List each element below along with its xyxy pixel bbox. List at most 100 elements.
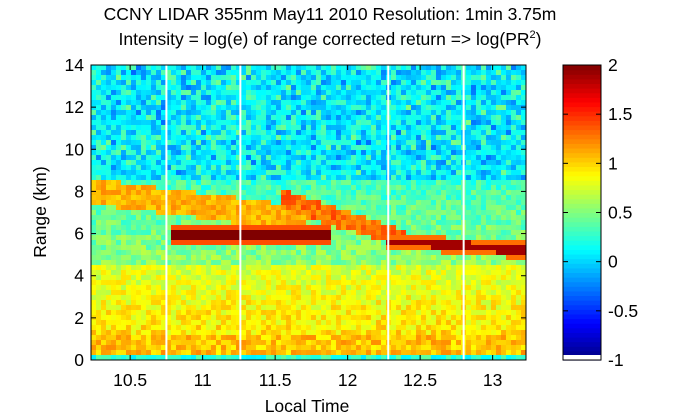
heatmap-cell xyxy=(221,100,227,106)
heatmap-cell xyxy=(476,65,482,71)
heatmap-cell xyxy=(356,95,362,101)
heatmap-cell xyxy=(256,115,262,121)
heatmap-cell xyxy=(331,260,337,266)
heatmap-cell xyxy=(441,80,447,86)
heatmap-cell xyxy=(201,180,207,186)
heatmap-cell xyxy=(486,170,492,176)
heatmap-cell xyxy=(176,105,182,111)
heatmap-cell xyxy=(381,235,387,241)
heatmap-cell xyxy=(146,70,152,76)
heatmap-cell xyxy=(416,245,422,251)
heatmap-cell xyxy=(211,330,217,336)
heatmap-cell xyxy=(321,90,327,96)
heatmap-cell xyxy=(261,115,267,121)
heatmap-cell xyxy=(116,105,122,111)
heatmap-cell xyxy=(96,285,102,291)
heatmap-cell xyxy=(371,290,377,296)
heatmap-cell xyxy=(111,335,117,341)
heatmap-cell xyxy=(276,135,282,141)
heatmap-cell xyxy=(451,80,457,86)
heatmap-cell xyxy=(501,115,507,121)
heatmap-cell xyxy=(191,135,197,141)
heatmap-cell xyxy=(346,350,352,356)
heatmap-cell xyxy=(341,255,347,261)
heatmap-cell xyxy=(476,340,482,346)
heatmap-cell xyxy=(251,300,257,306)
heatmap-cell xyxy=(161,85,167,91)
heatmap-cell xyxy=(331,280,337,286)
heatmap-cell xyxy=(316,125,322,131)
heatmap-cell xyxy=(96,220,102,226)
heatmap-cell xyxy=(411,90,417,96)
heatmap-cell xyxy=(326,355,332,361)
heatmap-cell xyxy=(336,85,342,91)
heatmap-cell xyxy=(311,310,317,316)
heatmap-cell xyxy=(131,330,137,336)
heatmap-cell xyxy=(456,95,462,101)
heatmap-cell xyxy=(191,290,197,296)
heatmap-cell xyxy=(401,210,407,216)
heatmap-cell xyxy=(321,260,327,266)
heatmap-cell xyxy=(301,240,307,246)
heatmap-cell xyxy=(491,160,497,166)
heatmap-cell xyxy=(231,345,237,351)
heatmap-cell xyxy=(231,195,237,201)
heatmap-cell xyxy=(411,255,417,261)
heatmap-cell xyxy=(476,195,482,201)
heatmap-cell xyxy=(96,255,102,261)
heatmap-cell xyxy=(401,70,407,76)
heatmap-cell xyxy=(391,260,397,266)
heatmap-cell xyxy=(261,240,267,246)
heatmap-cell xyxy=(106,85,112,91)
heatmap-cell xyxy=(346,130,352,136)
heatmap-cell xyxy=(421,105,427,111)
heatmap-cell xyxy=(176,345,182,351)
heatmap-cell xyxy=(211,120,217,126)
heatmap-cell xyxy=(121,175,127,181)
heatmap-cell xyxy=(391,240,397,246)
heatmap-cell xyxy=(171,315,177,321)
heatmap-cell xyxy=(126,340,132,346)
heatmap-cell xyxy=(326,235,332,241)
heatmap-cell xyxy=(136,330,142,336)
heatmap-cell xyxy=(111,345,117,351)
heatmap-cell xyxy=(136,320,142,326)
heatmap-cell xyxy=(396,295,402,301)
heatmap-cell xyxy=(331,195,337,201)
heatmap-cell xyxy=(206,220,212,226)
heatmap-cell xyxy=(256,275,262,281)
heatmap-cell xyxy=(486,265,492,271)
heatmap-cell xyxy=(341,115,347,121)
heatmap-cell xyxy=(451,75,457,81)
heatmap-cell xyxy=(381,170,387,176)
heatmap-cell xyxy=(151,185,157,191)
heatmap-cell xyxy=(446,240,452,246)
heatmap-cell xyxy=(231,350,237,356)
heatmap-cell xyxy=(346,125,352,131)
heatmap-cell xyxy=(426,340,432,346)
heatmap-cell xyxy=(176,225,182,231)
heatmap-cell xyxy=(121,325,127,331)
heatmap-cell xyxy=(116,115,122,121)
heatmap-cell xyxy=(206,165,212,171)
heatmap-cell xyxy=(411,80,417,86)
heatmap-cell xyxy=(506,185,512,191)
heatmap-cell xyxy=(141,185,147,191)
heatmap-cell xyxy=(451,220,457,226)
heatmap-cell xyxy=(201,80,207,86)
heatmap-cell xyxy=(211,270,217,276)
heatmap-cell xyxy=(456,75,462,81)
heatmap-cell xyxy=(451,330,457,336)
heatmap-cell xyxy=(501,255,507,261)
heatmap-cell xyxy=(151,130,157,136)
heatmap-cell xyxy=(271,330,277,336)
heatmap-cell xyxy=(301,355,307,361)
heatmap-cell xyxy=(446,80,452,86)
heatmap-cell xyxy=(296,155,302,161)
heatmap-cell xyxy=(161,265,167,271)
heatmap-cell xyxy=(486,290,492,296)
heatmap-cell xyxy=(121,280,127,286)
heatmap-cell xyxy=(206,310,212,316)
heatmap-cell xyxy=(201,110,207,116)
heatmap-cell xyxy=(246,165,252,171)
